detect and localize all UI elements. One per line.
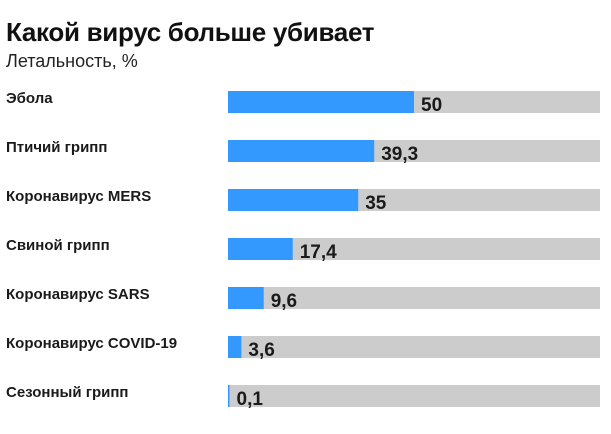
chart-subtitle: Летальность, %	[6, 51, 138, 71]
value-label: 3,6	[248, 340, 274, 361]
value-label: 9,6	[271, 291, 297, 312]
bar-row: Сезонный грипп 0,1	[6, 384, 600, 410]
value-label: 35	[365, 193, 387, 214]
bar	[228, 385, 230, 407]
category-label: Сезонный грипп	[6, 384, 129, 401]
value-label: 0,1	[237, 389, 264, 410]
bar-row: Свиной грипп 17,4	[6, 237, 600, 263]
bar	[228, 189, 359, 211]
bar-row: Птичий грипп 39,3	[6, 139, 600, 165]
category-label: Свиной грипп	[6, 237, 110, 254]
category-label: Эбола	[6, 90, 53, 107]
bar-row: Эбола 50	[6, 90, 600, 116]
category-label: Коронавирус COVID-19	[6, 335, 177, 352]
bar	[228, 287, 264, 309]
bar-track	[228, 336, 600, 358]
bar-track	[228, 385, 600, 407]
bar-track	[228, 238, 600, 260]
category-label: Коронавирус MERS	[6, 188, 151, 205]
bar	[228, 140, 375, 162]
bar-row: Коронавирус COVID-19 3,6	[6, 335, 600, 361]
bar	[228, 91, 414, 113]
value-label: 50	[421, 95, 442, 116]
category-label: Коронавирус SARS	[6, 286, 150, 303]
value-label: 17,4	[300, 242, 337, 263]
bar-row: Коронавирус SARS 9,6	[6, 286, 600, 312]
bar-row: Коронавирус MERS 35	[6, 188, 600, 214]
value-label: 39,3	[381, 144, 418, 165]
bar	[228, 336, 242, 358]
bar	[228, 238, 293, 260]
chart-title: Какой вирус больше убивает	[6, 17, 375, 47]
bar-track	[228, 287, 600, 309]
category-label: Птичий грипп	[6, 139, 107, 156]
